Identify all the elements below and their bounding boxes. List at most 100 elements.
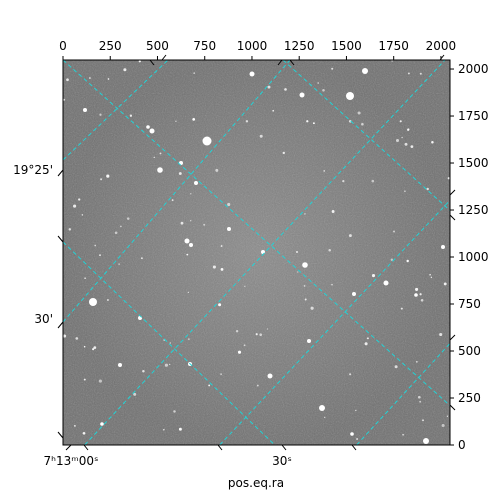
wcs-tick xyxy=(217,444,223,451)
star xyxy=(159,152,162,155)
star xyxy=(426,187,429,191)
star xyxy=(171,199,174,202)
star xyxy=(215,168,219,172)
grid-line xyxy=(83,60,446,445)
star xyxy=(78,198,81,201)
star xyxy=(402,433,405,436)
star xyxy=(162,428,165,431)
wcs-tick xyxy=(449,334,456,341)
right-tick-label: 0 xyxy=(458,438,466,452)
star xyxy=(406,259,409,263)
right-tick-label: 1750 xyxy=(458,109,489,123)
top-tick-label: 1500 xyxy=(331,39,362,53)
star xyxy=(243,344,246,347)
star xyxy=(407,72,410,75)
star xyxy=(391,60,393,62)
star xyxy=(364,342,368,346)
star xyxy=(259,333,262,336)
star xyxy=(202,136,212,146)
star xyxy=(400,307,403,310)
star xyxy=(323,170,326,172)
star xyxy=(84,277,86,279)
star xyxy=(227,202,231,207)
star xyxy=(430,276,433,279)
ra-label-071300: 7ʰ13ᵐ00ˢ xyxy=(44,454,99,468)
wcs-tick xyxy=(57,169,64,177)
top-tick-label: 2000 xyxy=(426,39,457,53)
star xyxy=(267,373,273,379)
star xyxy=(99,254,101,256)
wcs-tick xyxy=(65,444,72,451)
star xyxy=(120,225,122,228)
star xyxy=(63,98,65,101)
star xyxy=(142,369,145,373)
star xyxy=(296,251,298,253)
star xyxy=(118,263,120,265)
star xyxy=(245,120,249,123)
star xyxy=(92,348,95,351)
star xyxy=(415,360,418,363)
star xyxy=(317,82,319,84)
star xyxy=(346,92,354,100)
star xyxy=(180,221,184,225)
star xyxy=(237,350,242,354)
star xyxy=(133,392,137,396)
star xyxy=(157,170,160,173)
star xyxy=(401,136,403,139)
grid-line xyxy=(282,60,450,212)
star xyxy=(304,213,306,215)
wcs-tick-marks xyxy=(57,54,456,451)
star xyxy=(322,89,325,92)
star xyxy=(328,249,331,252)
grid-line xyxy=(63,60,450,407)
star xyxy=(83,108,87,112)
star xyxy=(208,384,211,387)
wcs-tick xyxy=(57,235,64,243)
star xyxy=(441,423,445,428)
star xyxy=(188,338,190,340)
star xyxy=(331,67,334,70)
wcs-tick xyxy=(449,404,456,411)
star xyxy=(395,138,400,143)
star xyxy=(129,114,133,117)
star xyxy=(419,400,422,403)
star xyxy=(249,71,255,77)
wcs-tick xyxy=(351,444,357,451)
star xyxy=(220,245,223,247)
star xyxy=(68,228,72,231)
star xyxy=(267,85,271,89)
star xyxy=(304,298,307,301)
star xyxy=(404,142,408,146)
right-tick-label: 1500 xyxy=(458,156,489,170)
star xyxy=(227,227,231,231)
right-tick-label: 250 xyxy=(458,391,481,405)
star xyxy=(371,179,375,183)
star xyxy=(114,231,118,235)
top-tick-label: 1750 xyxy=(378,39,409,53)
star xyxy=(220,268,224,271)
top-tick-label: 1250 xyxy=(284,39,315,53)
dec-label-30: 30' xyxy=(34,312,53,326)
star xyxy=(371,274,376,278)
star xyxy=(118,363,122,367)
star xyxy=(422,419,424,422)
star xyxy=(390,258,393,261)
right-tick-label: 1000 xyxy=(458,250,489,264)
star xyxy=(75,337,79,340)
grid-line xyxy=(219,199,450,445)
x-axis-title: pos.eq.ra xyxy=(228,476,284,490)
right-tick-label: 2000 xyxy=(458,62,489,76)
star xyxy=(189,243,193,247)
star-field xyxy=(63,60,450,444)
star xyxy=(352,292,356,296)
star xyxy=(169,342,171,344)
coordinate-grid xyxy=(63,60,450,445)
star xyxy=(319,405,325,411)
star xyxy=(73,204,77,208)
star xyxy=(348,234,352,238)
star xyxy=(83,345,86,348)
star xyxy=(255,333,258,336)
star xyxy=(407,128,410,131)
star xyxy=(74,425,76,427)
star xyxy=(98,379,102,383)
